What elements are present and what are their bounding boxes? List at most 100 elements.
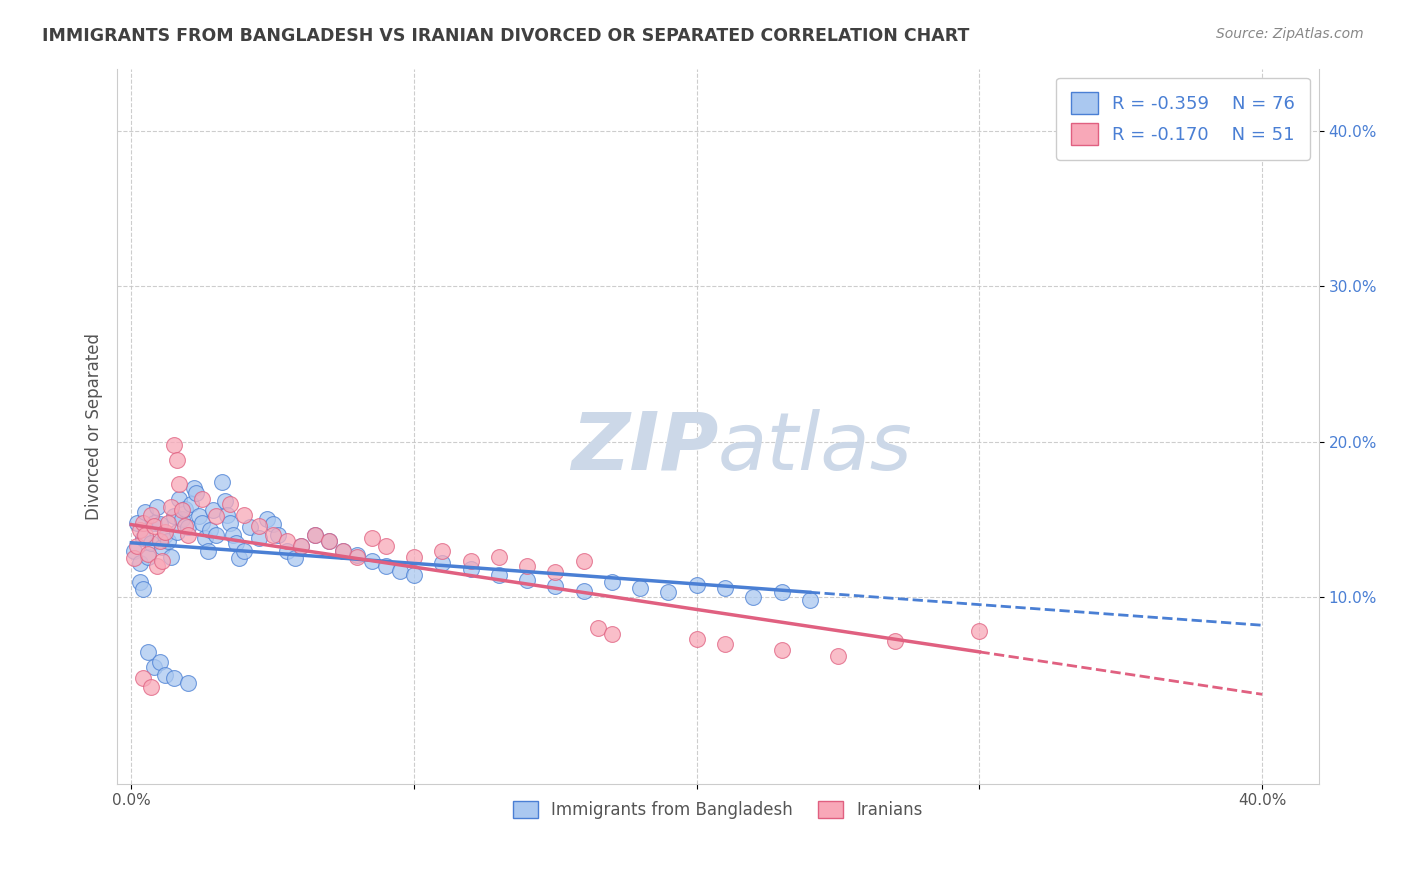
Legend: Immigrants from Bangladesh, Iranians: Immigrants from Bangladesh, Iranians: [506, 794, 929, 825]
Point: [799, 593, 821, 607]
Text: atlas: atlas: [718, 409, 912, 486]
Point: [318, 534, 340, 549]
Point: [180, 497, 202, 511]
Point: [332, 543, 354, 558]
Point: [600, 574, 623, 589]
Point: [149, 534, 172, 549]
Point: [125, 539, 148, 553]
Point: [152, 541, 174, 555]
Point: [222, 528, 245, 542]
Point: [284, 551, 307, 566]
Point: [160, 549, 183, 564]
Point: [205, 528, 228, 542]
Point: [174, 501, 197, 516]
Point: [142, 516, 165, 530]
Point: [276, 543, 298, 558]
Point: [160, 500, 183, 514]
Point: [516, 559, 538, 574]
Point: [304, 528, 326, 542]
Point: [163, 671, 186, 685]
Point: [256, 512, 278, 526]
Point: [152, 554, 174, 568]
Point: [211, 475, 233, 489]
Point: [157, 534, 180, 549]
Point: [166, 524, 188, 539]
Point: [139, 535, 162, 549]
Point: [402, 568, 425, 582]
Point: [131, 531, 153, 545]
Text: ZIP: ZIP: [571, 409, 718, 486]
Point: [191, 516, 214, 530]
Point: [145, 500, 167, 514]
Point: [139, 681, 162, 695]
Point: [969, 624, 991, 639]
Point: [214, 493, 236, 508]
Point: [169, 492, 191, 507]
Point: [239, 520, 262, 534]
Point: [128, 524, 150, 538]
Point: [714, 581, 737, 595]
Point: [228, 551, 250, 566]
Point: [128, 556, 150, 570]
Point: [516, 573, 538, 587]
Point: [544, 566, 567, 580]
Point: [360, 531, 382, 545]
Point: [402, 549, 425, 564]
Point: [219, 497, 242, 511]
Point: [149, 656, 172, 670]
Point: [136, 549, 159, 564]
Point: [267, 528, 290, 542]
Point: [360, 554, 382, 568]
Point: [770, 585, 793, 599]
Point: [197, 543, 219, 558]
Text: IMMIGRANTS FROM BANGLADESH VS IRANIAN DIVORCED OR SEPARATED CORRELATION CHART: IMMIGRANTS FROM BANGLADESH VS IRANIAN DI…: [42, 27, 970, 45]
Point: [247, 518, 270, 533]
Point: [460, 562, 482, 576]
Point: [827, 649, 849, 664]
Point: [247, 531, 270, 545]
Point: [225, 535, 247, 549]
Point: [191, 492, 214, 507]
Point: [219, 516, 242, 530]
Point: [172, 503, 194, 517]
Point: [572, 583, 595, 598]
Point: [174, 518, 197, 533]
Point: [163, 438, 186, 452]
Point: [262, 528, 284, 542]
Point: [488, 568, 510, 582]
Point: [572, 554, 595, 568]
Point: [742, 590, 765, 604]
Point: [131, 516, 153, 530]
Point: [346, 549, 368, 564]
Point: [131, 671, 153, 685]
Point: [183, 481, 205, 495]
Point: [131, 582, 153, 597]
Point: [460, 554, 482, 568]
Point: [374, 539, 396, 553]
Point: [136, 644, 159, 658]
Point: [157, 516, 180, 530]
Point: [586, 621, 609, 635]
Point: [233, 508, 256, 522]
Point: [432, 543, 454, 558]
Point: [346, 548, 368, 562]
Text: Source: ZipAtlas.com: Source: ZipAtlas.com: [1216, 27, 1364, 41]
Point: [318, 534, 340, 549]
Point: [205, 509, 228, 524]
Point: [134, 505, 156, 519]
Point: [194, 531, 217, 545]
Point: [388, 564, 411, 578]
Point: [202, 503, 225, 517]
Point: [142, 660, 165, 674]
Point: [374, 559, 396, 574]
Point: [233, 543, 256, 558]
Point: [155, 668, 177, 682]
Point: [276, 534, 298, 549]
Point: [125, 516, 148, 530]
Point: [155, 524, 177, 539]
Point: [149, 517, 172, 532]
Point: [217, 508, 239, 522]
Point: [770, 643, 793, 657]
Point: [177, 528, 200, 542]
Point: [186, 486, 208, 500]
